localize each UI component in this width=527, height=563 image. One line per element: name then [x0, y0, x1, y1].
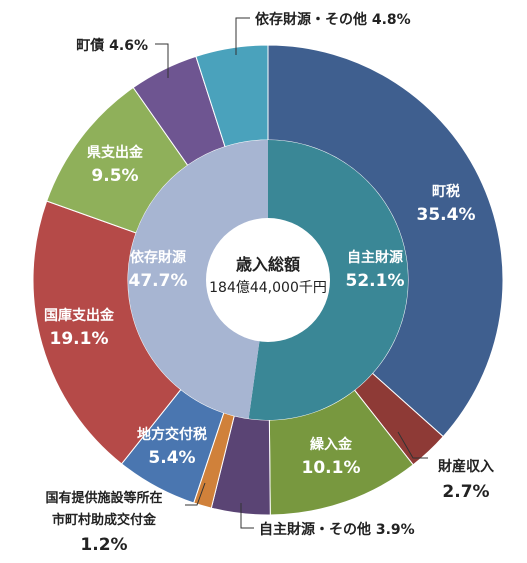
center-amount: 184億44,000千円 — [209, 280, 327, 296]
center-title: 歳入総額 — [236, 255, 300, 274]
outer-label-1-name: 財産収入 — [437, 458, 494, 475]
outer-label-4-value: 1.2% — [80, 535, 127, 555]
outer-ring — [32, 44, 504, 516]
outer-label-1-value: 2.7% — [442, 482, 489, 502]
leader-line-9 — [235, 17, 250, 55]
outer-label-8: 町債 4.6% — [76, 37, 148, 54]
center-hole — [206, 218, 330, 342]
inner-label-value-1: 47.7% — [129, 271, 188, 291]
outer-label-value-7: 9.5% — [91, 166, 138, 186]
leader-line-4 — [185, 482, 206, 506]
leader-line-8 — [155, 43, 169, 78]
inner-label-name-1: 依存財源 — [130, 249, 186, 266]
leader-line-3 — [240, 503, 254, 529]
leader-line-1 — [397, 431, 428, 459]
outer-label-4-line2: 市町村助成交付金 — [52, 512, 157, 528]
outer-label-name-7: 県支出金 — [87, 144, 144, 161]
outer-label-value-6: 19.1% — [50, 329, 109, 349]
inner-label-value-0: 52.1% — [346, 271, 405, 291]
leader-lines — [155, 17, 428, 529]
outer-label-3: 自主財源・その他 3.9% — [259, 521, 415, 538]
outer-label-value-0: 35.4% — [417, 205, 476, 225]
inner-label-name-0: 自主財源 — [347, 249, 403, 266]
outer-label-name-5: 地方交付税 — [137, 426, 207, 443]
outer-label-4-line1: 国有提供施設等所在 — [45, 490, 162, 506]
slice-labels: 町税 35.4% 繰入金 10.1% 地方交付税 5.4% 国庫支出金 19.1% 県支出金 9.… — [44, 11, 494, 555]
outer-label-name-6: 国庫支出金 — [44, 307, 115, 324]
outer-label-name-0: 町税 — [432, 183, 460, 200]
inner-slice-1 — [128, 140, 268, 419]
outer-label-name-2: 繰入金 — [310, 436, 353, 453]
outer-label-value-2: 10.1% — [302, 458, 361, 478]
outer-label-value-5: 5.4% — [148, 448, 195, 468]
outer-label-9: 依存財源・その他 4.8% — [255, 11, 411, 28]
